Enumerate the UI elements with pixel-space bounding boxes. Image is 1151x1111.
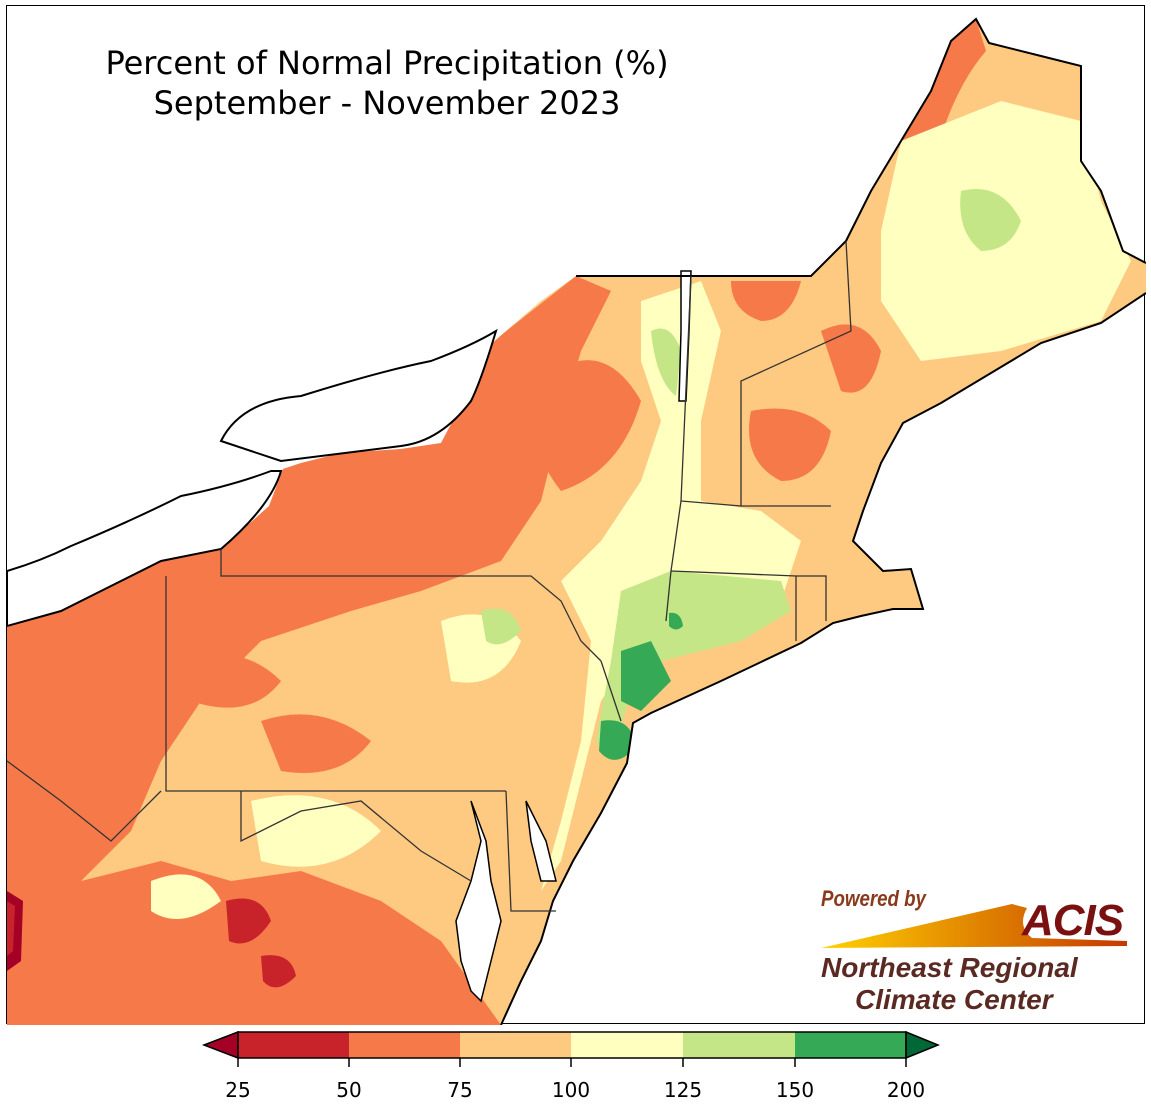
lake-erie: [7, 470, 283, 628]
acis-text: ACIS: [1022, 896, 1124, 945]
legend-colorbar: [201, 1030, 940, 1067]
legend-arrow-high: [905, 1030, 940, 1060]
delaware-bay: [525, 800, 557, 882]
legend-bin-100-125: [571, 1032, 683, 1058]
legend-bin-25-50: [238, 1032, 349, 1058]
legend-tick-label: 75: [447, 1078, 473, 1102]
nrcc-line1: Northeast Regional: [821, 952, 1078, 983]
map-title: Percent of Normal Precipitation (%): [105, 44, 669, 82]
acis-nrcc-logo: Powered by ACIS Northeast Regional Clima…: [817, 886, 1137, 1021]
legend-tick-label: 25: [225, 1078, 251, 1102]
legend-tick-label: 50: [336, 1078, 362, 1102]
legend-bin-50-75: [349, 1032, 460, 1058]
acis-swoosh-icon: [821, 904, 1127, 948]
map-subtitle: September - November 2023: [153, 84, 621, 122]
lake-ontario: [219, 328, 498, 463]
legend-bin-75-100: [460, 1032, 571, 1058]
legend-tick-label: 150: [775, 1078, 815, 1102]
legend-bin-125-150: [683, 1032, 795, 1058]
nrcc-line2: Climate Center: [855, 984, 1053, 1015]
chesapeake-bay: [455, 800, 502, 1003]
legend-arrow-low: [201, 1030, 239, 1060]
coastline: [500, 17, 1146, 1025]
map-frame: Percent of Normal Precipitation (%) Sept…: [6, 5, 1146, 1025]
legend-bin-150-200: [795, 1032, 906, 1058]
legend-tick-label: 100: [551, 1078, 591, 1102]
powered-by-text: Powered by: [821, 886, 926, 911]
legend-tick-label: 125: [663, 1078, 703, 1102]
precipitation-map: [7, 17, 1146, 1025]
legend-tick-label: 200: [886, 1078, 926, 1102]
state-borders: [7, 240, 852, 912]
